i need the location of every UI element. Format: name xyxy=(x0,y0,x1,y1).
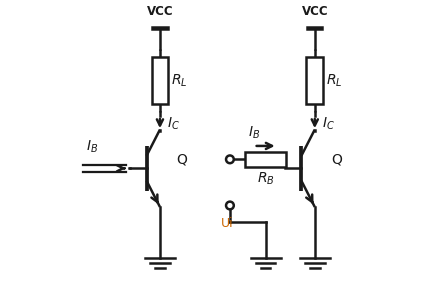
Text: $R_L$: $R_L$ xyxy=(171,72,187,89)
Circle shape xyxy=(226,202,233,209)
Text: $I_B$: $I_B$ xyxy=(85,139,98,155)
Text: $I_C$: $I_C$ xyxy=(321,116,334,132)
Bar xyxy=(244,152,286,167)
Text: Q: Q xyxy=(176,152,187,166)
Text: VCC: VCC xyxy=(146,5,173,18)
Bar xyxy=(151,57,168,104)
Circle shape xyxy=(226,156,233,163)
Text: $R_L$: $R_L$ xyxy=(325,72,342,89)
Text: $I_B$: $I_B$ xyxy=(247,125,259,141)
Text: $I_C$: $I_C$ xyxy=(167,116,180,132)
Text: $R_B$: $R_B$ xyxy=(256,171,274,187)
Bar xyxy=(306,57,322,104)
Text: VCC: VCC xyxy=(301,5,327,18)
Text: Q: Q xyxy=(330,152,341,166)
Text: Ui: Ui xyxy=(220,217,233,230)
